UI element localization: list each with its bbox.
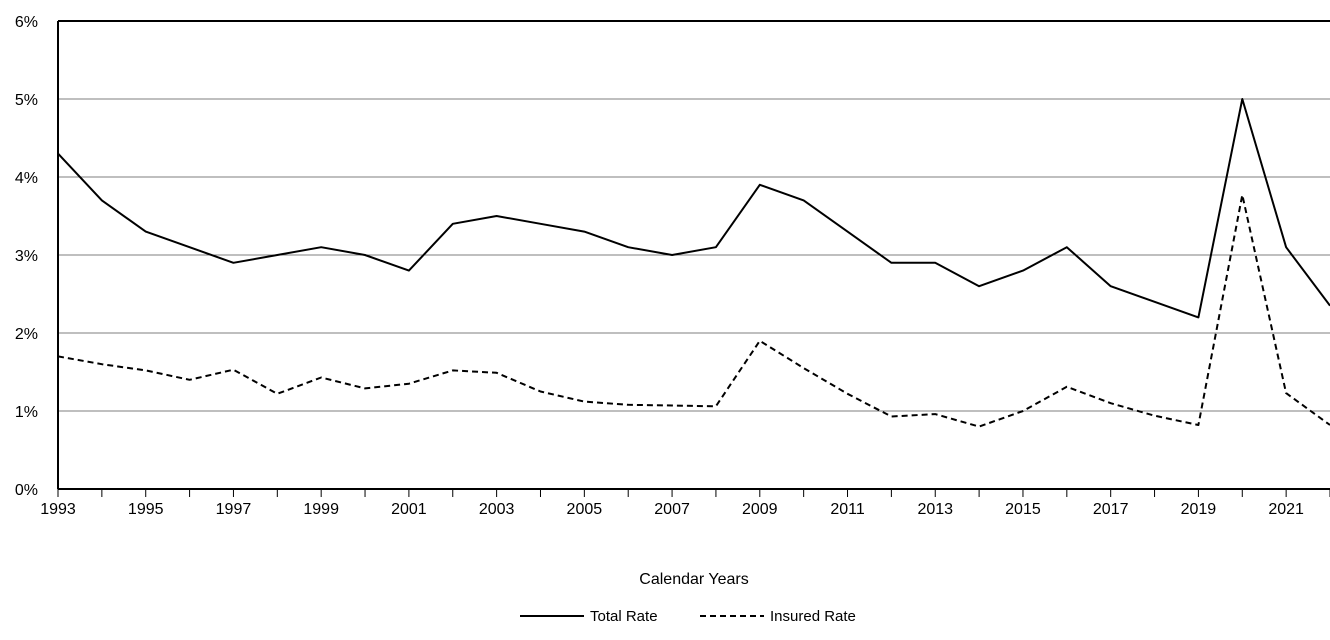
x-tick-label: 1993 [40, 501, 76, 518]
y-tick-label: 3% [15, 248, 38, 265]
y-tick-label: 6% [15, 14, 38, 31]
x-tick-label: 2005 [567, 501, 603, 518]
x-tick-label: 2021 [1268, 501, 1304, 518]
y-tick-label: 1% [15, 404, 38, 421]
x-tick-label: 1999 [303, 501, 339, 518]
x-tick-label: 2017 [1093, 501, 1129, 518]
x-tick-label: 2003 [479, 501, 515, 518]
legend-label: Total Rate [590, 608, 658, 625]
series-line-total-rate [57, 98, 1330, 319]
x-axis-title: Calendar Years [639, 571, 748, 588]
x-tick-label: 1997 [216, 501, 252, 518]
x-tick-label: 2007 [654, 501, 690, 518]
x-tick-label: 2001 [391, 501, 427, 518]
x-axis-ticks: 1993 1995 1997 1999 2001 2003 2005 2007 2009 2011… [40, 489, 1330, 518]
x-tick-label: 2013 [917, 501, 953, 518]
x-tick-label: 2011 [830, 501, 865, 518]
series-layer [57, 98, 1330, 428]
x-tick-label: 2015 [1005, 501, 1041, 518]
y-tick-label: 5% [15, 92, 38, 109]
gridlines [58, 20, 1330, 412]
y-tick-label: 2% [15, 326, 38, 343]
y-tick-label: 4% [15, 170, 38, 187]
y-tick-label: 0% [15, 482, 38, 499]
axes [57, 20, 1330, 490]
x-tick-label: 1995 [128, 501, 164, 518]
x-tick-label: 2009 [742, 501, 778, 518]
y-axis-ticks: 0% 1% 2% 3% 4% 5% 6% [15, 14, 38, 499]
series-line-insured-rate [57, 193, 1330, 428]
x-tick-label: 2019 [1181, 501, 1217, 518]
legend: Total Rate Insured Rate [520, 608, 856, 625]
legend-label: Insured Rate [770, 608, 856, 625]
